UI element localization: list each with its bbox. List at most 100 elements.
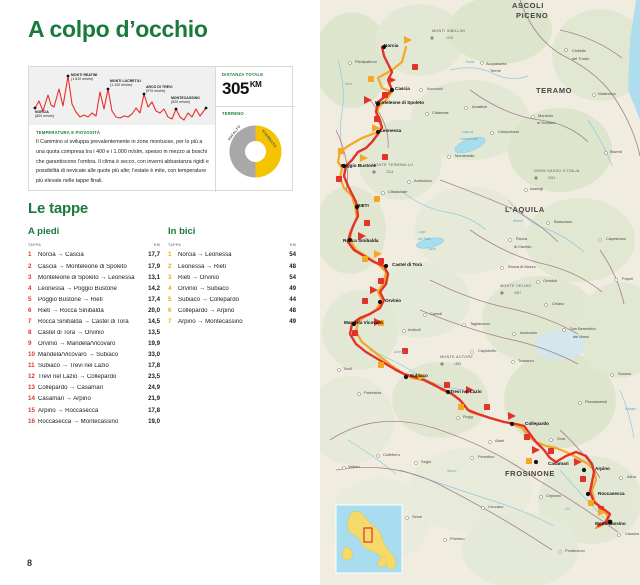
map-place-label: Tivoli <box>343 366 352 371</box>
page-number: 8 <box>27 558 33 568</box>
map-route-stop-label[interactable]: Subiaco <box>410 373 428 378</box>
map-route-stop-label[interactable]: Arpino <box>595 466 610 471</box>
map-route-stop-label[interactable]: Montecassino <box>595 521 626 526</box>
stage-name: Collepardo → Casamari <box>38 385 104 392</box>
stage-name: Rocca Sinibalda → Castel di Tora <box>38 318 129 325</box>
stage-distance: 17,8 <box>148 362 160 370</box>
stage-number: 16 <box>28 417 35 425</box>
stages-column-cycling: In bici TAPPA KM 1 Norcia → Leonessa 54 2 Le… <box>168 226 296 328</box>
peak-label-monti-lucretili: MONTI LUCRETILI (1.100 m/slm) <box>110 79 142 88</box>
map-route-stop-label[interactable]: Norcia <box>384 43 399 48</box>
temperature-text: Il Cammino si sviluppa prevalentemente i… <box>36 139 209 185</box>
map-place-label: Ceprano <box>546 493 561 498</box>
map-place-label: Anticoli <box>408 327 421 332</box>
stage-row[interactable]: 6 Collepardo → Arpino 48 <box>168 305 296 316</box>
stage-name: Subiaco → Trevi nel Lazio <box>38 363 109 370</box>
stage-row[interactable]: 14 Casamari → Arpino 21,9 <box>28 394 160 405</box>
stage-number: 1 <box>168 251 172 259</box>
terrain-donut-svg <box>229 125 282 178</box>
stage-number: 1 <box>28 251 32 259</box>
map-place-label: Popoli <box>622 276 633 281</box>
stage-rows-cycling: 1 Norcia → Leonessa 54 2 Leonessa → Rieti 48 3… <box>168 250 296 328</box>
map-place-label: Atina <box>627 474 637 479</box>
map-place-label: Ovindoli <box>543 278 557 283</box>
stage-row[interactable]: 9 Orvinio → Mandela/Vicovaro 19,9 <box>28 339 160 350</box>
stage-distance: 48 <box>289 262 296 270</box>
stage-number: 15 <box>28 406 35 414</box>
map-route-stop-label[interactable]: Poggio Bustone <box>341 163 377 168</box>
stage-row[interactable]: 15 Arpino → Roccasecca 17,8 <box>28 405 160 416</box>
stage-row[interactable]: 8 Castel di Tora → Orvinio 13,5 <box>28 328 160 339</box>
stage-row[interactable]: 16 Roccasecca → Montecassino 19,0 <box>28 416 160 427</box>
stage-number: 14 <box>28 395 35 403</box>
cycling-stage-markers <box>338 76 594 506</box>
map-mountain-label: MONTE VELINO <box>500 284 531 288</box>
stage-row[interactable]: 13 Collepardo → Casamari 24,9 <box>28 383 160 394</box>
map-place-label: di Cambio <box>514 244 532 249</box>
stage-name: Arpino → Roccasecca <box>38 407 99 414</box>
map-water-label: Sangro <box>625 407 636 411</box>
mountain-altitude: 2487 <box>514 291 521 295</box>
map-route-stop-label[interactable]: Castel di Tora <box>392 262 422 267</box>
map-place-label: Cassino <box>625 531 639 536</box>
route-map[interactable]: UMBRIAMARCHEABRUZZOLAZIO ASCOLIPICENOTER… <box>320 0 640 585</box>
stage-row[interactable]: 2 Cascia → Monteleone di Spoleto 17,9 <box>28 261 160 272</box>
stage-row[interactable]: 1 Norcia → Cascia 17,7 <box>28 250 160 261</box>
map-route-stop-label[interactable]: Roccasecca <box>598 491 625 496</box>
map-route-stop-label[interactable]: Cascia <box>395 86 410 91</box>
map-route-stop-label[interactable]: Rocca Sinibalda <box>343 238 379 243</box>
map-place-label: Velletri <box>348 464 360 469</box>
stage-distance: 24,9 <box>148 384 160 392</box>
stage-number: 4 <box>168 284 172 292</box>
stage-row[interactable]: 10 Mandela/Vicovaro → Subiaco 33,0 <box>28 350 160 361</box>
stage-row[interactable]: 7 Rocca Sinibalda → Castel di Tora 14,5 <box>28 316 160 327</box>
map-route-stop-label[interactable]: Casamari <box>548 461 569 466</box>
left-page: A colpo d’occhio NORCIA (600 m/slm) MONT… <box>27 16 296 568</box>
map-route-stop-labels[interactable]: Norcia Cascia Monteleone di Spoleto Leoness… <box>341 43 626 526</box>
map-page[interactable]: UMBRIAMARCHEABRUZZOLAZIO ASCOLIPICENOTER… <box>320 0 640 585</box>
stage-name: Orvinio → Mandela/Vicovaro <box>38 341 116 348</box>
map-roads <box>329 0 640 551</box>
map-route-stop-label[interactable]: Mandela Vicovaro <box>344 320 383 325</box>
subheader-tappa: TAPPA <box>28 243 42 247</box>
map-place-label: Carsoli <box>430 311 442 316</box>
map-place-label: Tagliacozzo <box>470 321 490 326</box>
map-route-stop-label[interactable]: Orvinio <box>385 298 401 303</box>
mountain-peak-markers <box>372 36 538 366</box>
stage-name: Leonessa → Poggio Bustone <box>38 285 117 292</box>
map-route-stop-label[interactable]: Leonessa <box>380 128 402 133</box>
map-place-label: Cittaducale <box>388 189 407 194</box>
map-route-stop-label[interactable]: Monteleone di Spoleto <box>375 100 424 105</box>
stage-row[interactable]: 5 Subiaco → Collepardo 44 <box>168 294 296 305</box>
stage-row[interactable]: 6 Rieti → Rocca Sinibalda 20,0 <box>28 305 160 316</box>
stage-row[interactable]: 4 Orvinio → Subiaco 49 <box>168 283 296 294</box>
map-route-stop-label[interactable]: Collepardo <box>525 421 549 426</box>
stage-number: 12 <box>28 373 35 381</box>
stage-row[interactable]: 3 Rieti → Orvinio 54 <box>168 272 296 283</box>
map-water-label: Aterno <box>512 219 523 223</box>
stage-distance: 48 <box>289 306 296 314</box>
stage-row[interactable]: 5 Poggio Bustone → Rieti 17,4 <box>28 294 160 305</box>
map-route-stop-label[interactable]: Trevi nel Lazio <box>450 389 482 394</box>
map-route-stop-label[interactable]: RIETI <box>357 203 369 208</box>
stage-distance: 54 <box>289 273 296 281</box>
map-place-label: Trasacco <box>518 358 534 363</box>
stage-number: 5 <box>168 295 172 303</box>
stage-row[interactable]: 2 Leonessa → Rieti 48 <box>168 261 296 272</box>
map-place-label: Ferentino <box>478 454 494 459</box>
stage-row[interactable]: 12 Trevi nel Lazio → Collepardo 23,5 <box>28 372 160 383</box>
map-water-label: Lago di <box>462 130 473 134</box>
stage-number: 10 <box>28 351 35 359</box>
stage-row[interactable]: 3 Monteleone di Spoleto → Leonessa 13,1 <box>28 272 160 283</box>
stage-row[interactable]: 1 Norcia → Leonessa 54 <box>168 250 296 261</box>
stage-row[interactable]: 11 Subiaco → Trevi nel Lazio 17,8 <box>28 361 160 372</box>
route-direction-arrows <box>358 36 606 516</box>
stage-distance: 49 <box>289 284 296 292</box>
terrain-block: TERRENO ASFALTO STERRATO <box>216 107 295 192</box>
stage-name: Poggio Bustone → Rieti <box>38 296 103 303</box>
map-place-label: Bisenti <box>610 149 622 154</box>
stage-row[interactable]: 4 Leonessa → Poggio Bustone 14,2 <box>28 283 160 294</box>
stage-row[interactable]: 7 Arpino → Montecassino 49 <box>168 316 296 327</box>
column-subheader-cycling: TAPPA KM <box>168 243 296 249</box>
